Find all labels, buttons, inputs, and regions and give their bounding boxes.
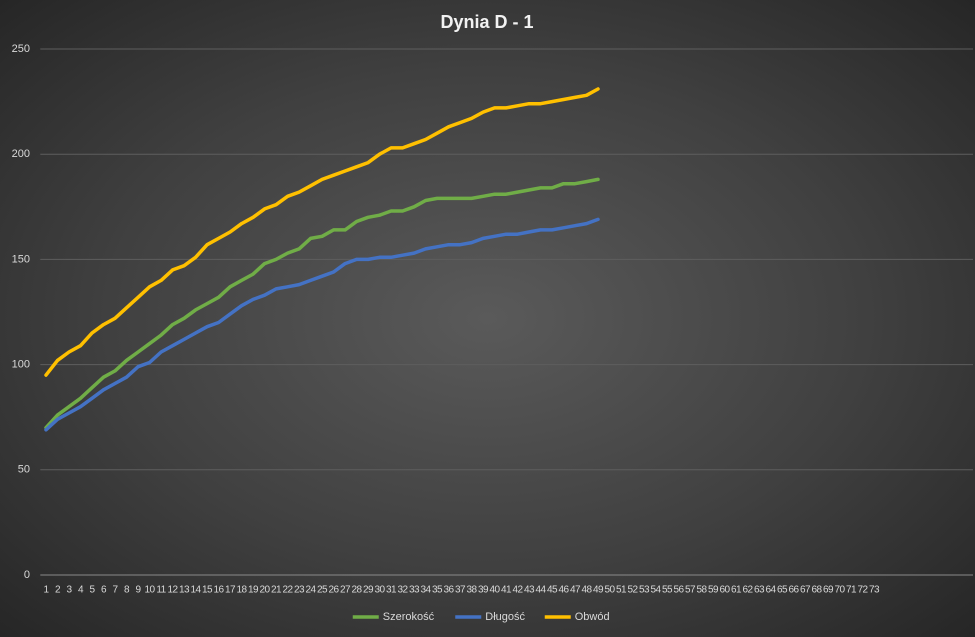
y-tick-label: 0 [24,569,30,581]
x-tick-label: 66 [788,585,799,596]
x-tick-label: 56 [673,585,684,596]
x-tick-label: 11 [156,585,166,596]
series-line [44,87,600,377]
x-tick-label: 52 [627,585,638,596]
y-tick-label: 200 [12,148,30,160]
x-tick-label: 59 [708,585,719,596]
x-tick-label: 33 [409,585,420,596]
x-tick-label: 48 [581,585,592,596]
x-tick-label: 29 [363,585,374,596]
x-tick-label: 34 [420,585,431,596]
x-tick-label: 42 [512,585,523,596]
x-tick-label: 19 [248,585,259,596]
x-tick-label: 23 [294,585,305,596]
x-tick-label: 30 [374,585,385,596]
x-tick-label: 47 [570,585,581,596]
x-tick-label: 24 [305,585,316,596]
x-tick-label: 20 [259,585,270,596]
x-tick-label: 38 [466,585,477,596]
x-tick-label: 46 [558,585,569,596]
x-tick-label: 68 [811,585,822,596]
y-tick-label: 250 [12,43,30,55]
legend-label: Obwód [575,611,610,623]
x-tick-label: 12 [167,585,178,596]
x-tick-label: 54 [650,585,661,596]
x-tick-label: 16 [213,585,224,596]
x-tick-label: 17 [225,585,236,596]
x-tick-label: 35 [432,585,443,596]
legend-label: Szerokość [383,611,435,623]
x-tick-label: 26 [328,585,339,596]
x-tick-label: 73 [869,585,880,596]
x-tick-label: 67 [800,585,811,596]
x-tick-label: 3 [67,585,73,596]
x-tick-label: 10 [144,585,155,596]
x-tick-label: 18 [236,585,247,596]
x-tick-label: 58 [696,585,707,596]
x-tick-label: 61 [731,585,742,596]
x-tick-label: 27 [340,585,351,596]
x-tick-label: 62 [742,585,753,596]
x-tick-label: 22 [282,585,293,596]
chart-title: Dynia D - 1 [440,12,533,32]
x-tick-label: 4 [78,585,84,596]
x-tick-label: 65 [777,585,788,596]
x-tick-label: 57 [685,585,696,596]
x-tick-label: 6 [101,585,107,596]
x-tick-label: 60 [719,585,730,596]
x-tick-label: 70 [834,585,845,596]
x-tick-label: 8 [124,585,130,596]
x-tick-label: 72 [857,585,868,596]
x-tick-label: 2 [55,585,61,596]
x-tick-label: 25 [317,585,328,596]
x-tick-label: 14 [190,585,201,596]
x-tick-label: 64 [765,585,776,596]
x-tick-label: 71 [846,585,857,596]
x-tick-label: 13 [179,585,190,596]
y-tick-label: 100 [12,359,30,371]
x-tick-label: 49 [593,585,604,596]
x-tick-label: 41 [501,585,512,596]
x-tick-label: 21 [271,585,282,596]
y-tick-label: 150 [12,253,30,265]
legend-label: Długość [485,611,525,623]
x-tick-label: 5 [90,585,96,596]
x-tick-label: 63 [754,585,765,596]
series-line [44,217,600,432]
x-tick-label: 31 [386,585,397,596]
x-tick-label: 40 [489,585,500,596]
x-tick-label: 32 [397,585,408,596]
x-tick-label: 51 [616,585,627,596]
x-tick-label: 36 [443,585,454,596]
x-tick-label: 69 [823,585,834,596]
x-tick-label: 43 [524,585,535,596]
x-tick-label: 53 [639,585,650,596]
series-line [44,177,600,430]
x-tick-label: 7 [113,585,119,596]
x-tick-label: 44 [535,585,546,596]
x-tick-label: 28 [351,585,362,596]
x-tick-label: 9 [136,585,142,596]
y-tick-label: 50 [18,464,30,476]
x-tick-label: 50 [604,585,615,596]
x-tick-label: 55 [662,585,673,596]
x-tick-label: 37 [455,585,466,596]
x-tick-label: 39 [478,585,489,596]
x-tick-label: 1 [44,585,50,596]
x-tick-label: 15 [202,585,213,596]
x-tick-label: 45 [547,585,558,596]
